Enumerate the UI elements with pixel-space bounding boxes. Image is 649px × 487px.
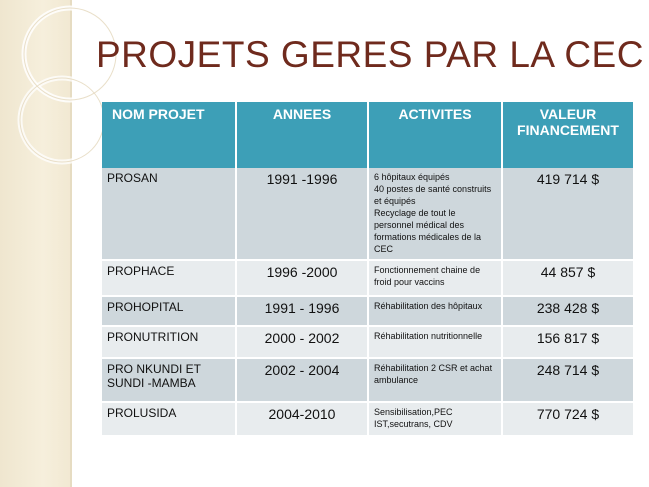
decorative-side-band (0, 0, 72, 487)
cell-nom: PROPHACE (102, 260, 237, 297)
cell-nom: PRONUTRITION (102, 326, 237, 359)
activity-line: Réhabilitation des hôpitaux (374, 301, 483, 311)
activity-line: 6 hôpitaux équipés (374, 172, 450, 182)
cell-nom: PROLUSIDA (102, 402, 237, 437)
cell-annees: 1991 -1996 (236, 168, 369, 261)
cell-valeur: 248 714 $ (502, 358, 635, 403)
activity-line: Fonctionnement chaine de froid pour vacc… (374, 265, 481, 287)
cell-activites: 6 hôpitaux équipés 40 postes de santé co… (368, 168, 503, 261)
cell-valeur: 419 714 $ (502, 168, 635, 261)
cell-nom: PRO NKUNDI ET SUNDI -MAMBA (102, 358, 237, 403)
activity-line: Réhabilitation 2 CSR et achat ambulance (374, 363, 493, 385)
cell-activites: Réhabilitation 2 CSR et achat ambulance (368, 358, 503, 403)
table-row: PROSAN 1991 -1996 6 hôpitaux équipés 40 … (102, 168, 635, 261)
header-nom-projet: NOM PROJET (102, 102, 237, 168)
slide-title: PROJETS GERES PAR LA CEC (96, 34, 644, 75)
cell-activites: Sensibilisation,PEC IST,secutrans, CDV (368, 402, 503, 437)
activity-line: Recyclage de tout le personnel médical d… (374, 208, 482, 254)
cell-nom: PROSAN (102, 168, 237, 261)
table-row: PRONUTRITION 2000 - 2002 Réhabilitation … (102, 326, 635, 359)
cell-activites: Réhabilitation des hôpitaux (368, 296, 503, 327)
cell-valeur: 44 857 $ (502, 260, 635, 297)
cell-annees: 1996 -2000 (236, 260, 369, 297)
cell-valeur: 238 428 $ (502, 296, 635, 327)
header-activites: ACTIVITES (368, 102, 503, 168)
table-row: PROHOPITAL 1991 - 1996 Réhabilitation de… (102, 296, 635, 327)
table-row: PRO NKUNDI ET SUNDI -MAMBA 2002 - 2004 R… (102, 358, 635, 403)
activity-line: Réhabilitation nutritionnelle (374, 331, 483, 341)
activity-line: IST,secutrans, CDV (374, 419, 453, 429)
cell-nom: PROHOPITAL (102, 296, 237, 327)
cell-activites: Fonctionnement chaine de froid pour vacc… (368, 260, 503, 297)
cell-annees: 2000 - 2002 (236, 326, 369, 359)
table-row: PROLUSIDA 2004-2010 Sensibilisation,PEC … (102, 402, 635, 437)
table-header-row: NOM PROJET ANNEES ACTIVITES VALEUR FINAN… (102, 102, 635, 168)
cell-annees: 2002 - 2004 (236, 358, 369, 403)
header-valeur-financement: VALEUR FINANCEMENT (502, 102, 635, 168)
cell-activites: Réhabilitation nutritionnelle (368, 326, 503, 359)
activity-line: Sensibilisation,PEC (374, 407, 453, 417)
projects-table: NOM PROJET ANNEES ACTIVITES VALEUR FINAN… (102, 102, 635, 437)
activity-line: 40 postes de santé construits et équipés (374, 184, 492, 206)
cell-annees: 1991 - 1996 (236, 296, 369, 327)
header-annees: ANNEES (236, 102, 369, 168)
table-row: PROPHACE 1996 -2000 Fonctionnement chain… (102, 260, 635, 297)
cell-valeur: 770 724 $ (502, 402, 635, 437)
cell-annees: 2004-2010 (236, 402, 369, 437)
cell-valeur: 156 817 $ (502, 326, 635, 359)
